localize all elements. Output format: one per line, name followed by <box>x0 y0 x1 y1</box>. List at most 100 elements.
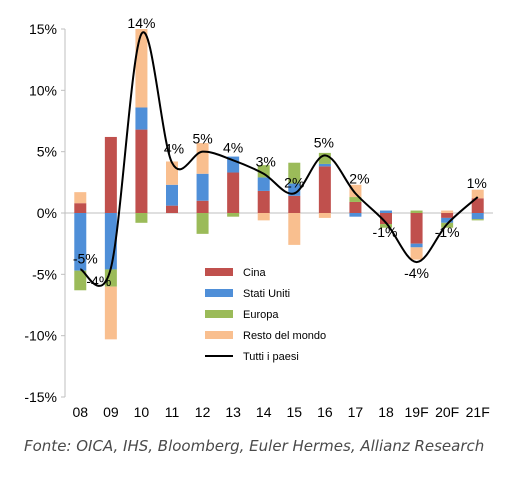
bar-segment <box>318 163 331 167</box>
data-label: 1% <box>467 175 487 191</box>
x-tick-label: 15 <box>286 404 302 420</box>
bar-segment <box>410 243 423 248</box>
bar-segment <box>410 210 423 213</box>
bar-segment <box>196 143 209 174</box>
bar-segment <box>104 286 117 340</box>
bar-segment <box>166 205 178 213</box>
x-tick-label: 17 <box>348 404 364 420</box>
bar-segment <box>166 184 178 206</box>
data-label: 3% <box>256 154 276 170</box>
data-label: 14% <box>127 15 155 31</box>
x-tick-label: 19F <box>405 404 429 420</box>
x-tick-label: 21F <box>466 404 490 420</box>
bar-segment <box>441 213 454 218</box>
bar-segment <box>135 129 148 213</box>
bar-segment <box>196 213 209 234</box>
bar-segment <box>288 213 301 245</box>
bar-segment <box>349 201 362 213</box>
bar-segment <box>471 198 484 213</box>
data-label: 4% <box>164 141 184 157</box>
legend-swatch <box>205 268 233 276</box>
bar-segment <box>471 219 484 221</box>
bar-segment <box>135 107 148 130</box>
bar-segment <box>74 203 87 213</box>
y-tick-label: 10% <box>29 82 57 98</box>
bar-segment <box>380 213 392 225</box>
data-label: 4% <box>223 139 243 155</box>
legend-swatch <box>205 331 233 339</box>
bar-segment <box>196 173 209 201</box>
bar-segment <box>74 213 87 271</box>
legend-label: Cina <box>243 267 267 279</box>
data-label: 2% <box>349 170 369 186</box>
data-labels: -5% -4% 14% 4% 5% 4% 3% 2% 5% 2% -1% -4% -1% 1% <box>73 15 487 289</box>
bar-segment <box>318 213 331 218</box>
x-tick-label: 18 <box>378 404 394 420</box>
total-line-group <box>79 31 479 287</box>
bar-segment <box>257 190 270 213</box>
bar-segment <box>318 152 331 164</box>
data-label: -1% <box>373 224 398 240</box>
bar-segment <box>74 270 87 291</box>
x-tick-label: 16 <box>317 404 333 420</box>
legend-label: Europa <box>243 309 279 321</box>
x-tick-label: 14 <box>256 404 272 420</box>
bar-segment <box>227 172 240 213</box>
bar-segment <box>196 200 209 213</box>
x-tick-label: 09 <box>103 404 119 420</box>
bar-segment <box>166 161 178 185</box>
x-tick-label: 10 <box>134 404 150 420</box>
total-line <box>79 31 479 287</box>
bar-segment <box>74 192 87 204</box>
y-tick-label: 5% <box>37 144 57 160</box>
bars <box>74 29 484 340</box>
bar-segment <box>380 210 392 213</box>
data-label: 5% <box>314 134 334 150</box>
y-tick-label: 0% <box>37 205 57 221</box>
bar-segment <box>288 195 301 213</box>
data-label: -1% <box>435 224 460 240</box>
y-tick-label: -5% <box>32 266 57 282</box>
x-tick-label: 08 <box>72 404 88 420</box>
y-tick-label: -10% <box>24 328 57 344</box>
legend-swatch <box>205 289 233 297</box>
bar-segment <box>380 224 392 228</box>
bar-segment <box>257 165 270 178</box>
bar-segment <box>471 189 484 199</box>
bar-segment <box>349 213 362 217</box>
data-label: -4% <box>404 265 429 281</box>
x-tick-label: 12 <box>195 404 211 420</box>
legend-label: Stati Uniti <box>243 288 290 300</box>
data-label: 5% <box>192 131 212 147</box>
legend-swatch <box>205 310 233 318</box>
bar-segment <box>135 29 148 108</box>
x-tick-label: 13 <box>225 404 241 420</box>
bar-segment <box>104 136 117 213</box>
data-label: -4% <box>86 273 111 289</box>
bar-segment <box>227 213 240 217</box>
bar-segment <box>410 247 423 260</box>
source-note: Fonte: OICA, IHS, Bloomberg, Euler Herme… <box>24 437 485 455</box>
y-tick-label: -15% <box>24 389 57 405</box>
legend: Cina Stati Uniti Europa Resto del mondo Tutt… <box>205 267 326 363</box>
legend-label: Tutti i paesi <box>243 351 299 363</box>
x-tick-label: 20F <box>435 404 459 420</box>
bar-segment <box>441 217 454 223</box>
bar-segment <box>288 162 301 184</box>
bar-segment <box>257 177 270 191</box>
bar-segment <box>410 213 423 244</box>
bar-segment <box>257 213 270 221</box>
x-tick-label: 11 <box>165 404 180 420</box>
data-label: -5% <box>73 250 98 266</box>
legend-label: Resto del mondo <box>243 330 326 342</box>
data-label: 2% <box>284 174 304 190</box>
bar-segment <box>135 213 148 223</box>
bar-segment <box>471 213 484 220</box>
bar-segment <box>104 269 117 287</box>
bar-segment <box>441 210 454 213</box>
bar-segment <box>318 166 331 213</box>
axes: -15% -10% -5% 0% 5% 10% 15% 08 09 10 11 12 13 14 15 16 1… <box>24 21 493 420</box>
y-tick-label: 15% <box>29 21 57 37</box>
bar-segment <box>349 197 362 202</box>
